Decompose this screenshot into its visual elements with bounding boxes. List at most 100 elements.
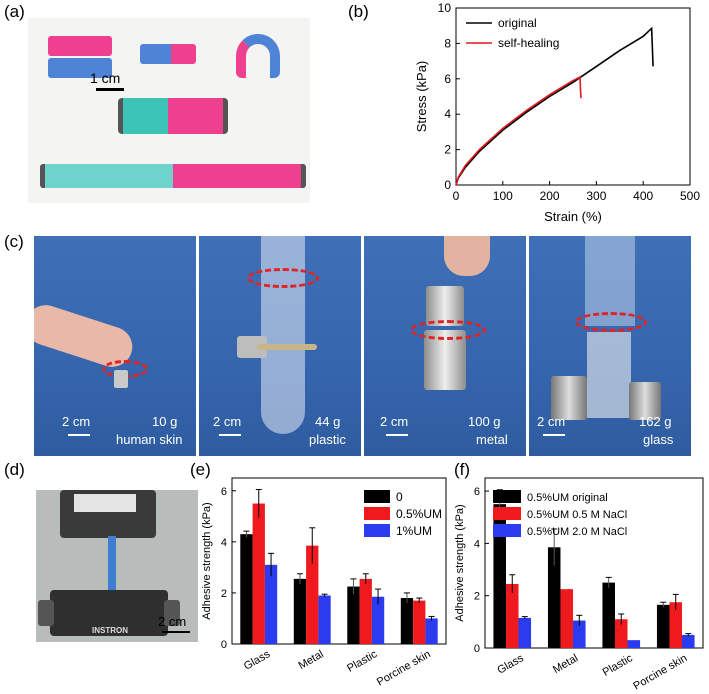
- adhesive-strength-chart-e: 0 2 4 6 Adhesive strength (kPa) Glass Metal Pla…: [201, 477, 447, 689]
- photo-plastic: 2 cm 44 g plastic: [199, 236, 361, 456]
- bar: [493, 504, 506, 648]
- legend-swatch: [364, 524, 390, 537]
- bar: [400, 598, 414, 644]
- bar: [627, 640, 641, 648]
- bar: [560, 589, 574, 648]
- x-tick-label: Porcine skin: [631, 652, 689, 692]
- legend-label: 0.5%UM: [396, 507, 442, 521]
- pink-hydrogel-strip: [48, 36, 112, 56]
- stress-strain-chart: 0 100 200 300 400 500 0 2 4 6 8 10 Strain (%) Stress …: [414, 1, 700, 224]
- photo-human-skin: 2 cm 10 g human skin: [34, 236, 196, 456]
- scale-bar-c1: [68, 434, 90, 436]
- bar: [547, 547, 561, 648]
- x-tick-label: Porcine skin: [375, 648, 433, 688]
- mass-label-c4: 162 g: [639, 414, 672, 429]
- bar: [306, 545, 319, 644]
- scale-label-c2: 2 cm: [213, 414, 242, 429]
- panel-label-c: (c): [4, 232, 24, 251]
- legend-swatch: [493, 507, 521, 520]
- adhesive-strength-chart-f: 0 2 4 6 Adhesive strength (kPa) Glass Metal Pla…: [454, 477, 704, 693]
- lower-grip: [50, 590, 168, 636]
- plot-frame: [231, 477, 447, 645]
- bar: [371, 596, 385, 644]
- upper-grip-label: [74, 494, 136, 512]
- x-tick-label: 0: [453, 189, 460, 203]
- panel-label-e: (e): [190, 460, 211, 479]
- left-knob: [38, 600, 54, 626]
- bar: [573, 620, 586, 648]
- legend-label: 0.5%UM original: [527, 492, 608, 504]
- y-tick-label: 4: [444, 107, 451, 121]
- substrate-label-c3: metal: [476, 432, 508, 447]
- y-axis-label: Adhesive strength (kPa): [201, 502, 213, 619]
- legend-swatch: [493, 524, 521, 537]
- bar: [425, 618, 438, 644]
- scale-label-c1: 2 cm: [62, 414, 91, 429]
- photo-glass: 2 cm 162 g glass: [529, 236, 691, 456]
- clamped-short-strip: [118, 98, 228, 134]
- scale-label-a: 1 cm: [90, 70, 121, 86]
- bar: [669, 602, 683, 648]
- bar: [252, 503, 265, 644]
- bar: [359, 578, 372, 644]
- y-tick-label: 0: [444, 178, 451, 192]
- panel-a-photo: 1 cm: [28, 18, 310, 203]
- joined-hydrogel-strip: [140, 44, 196, 64]
- scale-bar-a: [96, 88, 124, 91]
- legend-label: original: [498, 16, 537, 30]
- y-tick-label: 2: [444, 143, 451, 157]
- rubber-band: [257, 344, 317, 350]
- legend-swatch: [364, 490, 390, 503]
- bar: [293, 578, 307, 644]
- substrate-label-c1: human skin: [116, 432, 183, 447]
- y-axis-label: Adhesive strength (kPa): [454, 504, 466, 621]
- clamped-stretched-strip: [40, 164, 306, 188]
- weight-10g: [114, 370, 128, 388]
- x-axis-label: Strain (%): [544, 209, 602, 224]
- bar: [318, 595, 331, 644]
- x-tick-label: Plastic: [601, 652, 635, 679]
- scale-label-c4: 2 cm: [537, 414, 566, 429]
- y-tick-label: 2: [474, 591, 480, 603]
- bent-hydrogel-strip: [236, 34, 280, 78]
- series-line-original: [455, 26, 654, 186]
- bar: [682, 634, 695, 648]
- scale-bar-d: [162, 631, 190, 633]
- y-tick-label: 4: [474, 538, 480, 550]
- weight-right: [629, 382, 661, 420]
- panel-label-b: (b): [348, 2, 369, 21]
- plot-frame: [484, 477, 704, 649]
- legend-label: 0: [396, 490, 403, 504]
- plot-frame: [455, 7, 691, 186]
- scale-label-c3: 2 cm: [380, 414, 409, 429]
- tensile-tester-photo: INSTRON 2 cm: [36, 490, 198, 642]
- substrate-label-c2: plastic: [309, 432, 346, 447]
- sample-strip: [108, 536, 116, 592]
- scale-bar-c4: [543, 434, 565, 436]
- blue-hydrogel-strip: [48, 58, 112, 78]
- substrate-label-c4: glass: [643, 432, 674, 447]
- weight-left: [551, 376, 587, 420]
- x-tick-label: Glass: [242, 648, 273, 673]
- x-tick-label: 200: [540, 189, 560, 203]
- y-tick-label: 8: [444, 36, 451, 50]
- instron-brand: INSTRON: [92, 626, 128, 635]
- adhesion-ring: [575, 312, 647, 332]
- x-tick-label: Glass: [495, 652, 526, 677]
- glass-block: [587, 332, 631, 418]
- glass-tube: [585, 236, 635, 326]
- legend-swatch: [493, 490, 521, 503]
- mass-label-c1: 10 g: [152, 414, 178, 429]
- x-tick-label: Plastic: [345, 648, 379, 675]
- plastic-tube: [261, 236, 305, 434]
- x-tick-label: 400: [633, 189, 653, 203]
- y-tick-label: 4: [221, 537, 227, 549]
- legend-label: 0.5%UM 2.0 M NaCl: [527, 526, 627, 538]
- y-tick-label: 6: [221, 486, 227, 498]
- metal-weight-lower: [424, 330, 466, 390]
- scale-bar-c3: [386, 434, 408, 436]
- scale-bar-c2: [219, 434, 241, 436]
- bar: [614, 619, 628, 648]
- mass-label-c2: 44 g: [315, 414, 341, 429]
- bar: [518, 617, 532, 648]
